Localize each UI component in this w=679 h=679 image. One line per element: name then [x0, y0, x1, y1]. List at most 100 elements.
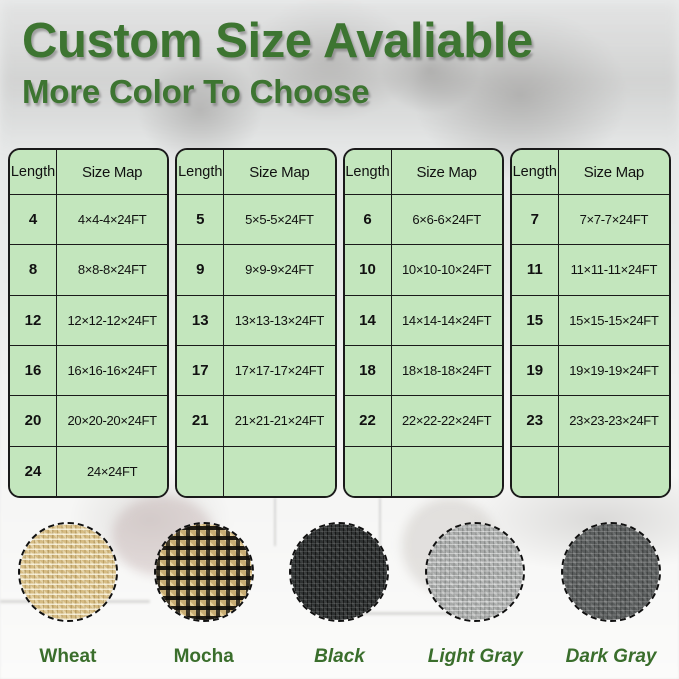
color-label-slot: Mocha: [136, 640, 272, 674]
page-subtitle: More Color To Choose: [22, 73, 370, 111]
table-row: [177, 446, 335, 496]
fabric-swatch-circle[interactable]: [17, 522, 118, 622]
fabric-swatch-circle[interactable]: [425, 522, 526, 622]
table-row: 21 21×21-21×24FT: [177, 396, 335, 447]
column-header-size-map: Size Map: [558, 150, 669, 194]
table-header-row: Length Size Map: [344, 150, 502, 195]
table-row: 5 5×5-5×24FT: [177, 195, 335, 246]
cell-size-map: 15×15-15×24FT: [558, 295, 669, 345]
cell-length: 9: [177, 245, 225, 295]
color-swatch-item[interactable]: [136, 522, 272, 640]
column-header-length: Length: [511, 150, 559, 194]
color-swatch-group: [0, 522, 679, 640]
cell-length: 6: [344, 195, 392, 245]
column-header-size-map: Size Map: [224, 150, 335, 194]
cell-size-map: 7×7-7×24FT: [558, 195, 669, 245]
table-row: 14 14×14-14×24FT: [344, 295, 502, 346]
table-row: 15 15×15-15×24FT: [511, 295, 669, 346]
color-swatch-item[interactable]: [543, 522, 679, 640]
color-label-slot: Wheat: [0, 640, 136, 674]
cell-size-map: [391, 446, 502, 496]
cell-length: 4: [10, 195, 57, 245]
cell-size-map: 24×24FT: [57, 446, 168, 496]
table-row: 9 9×9-9×24FT: [177, 245, 335, 296]
fabric-swatch-circle[interactable]: [289, 522, 390, 622]
cell-size-map: [224, 446, 335, 496]
table-row: 20 20×20-20×24FT: [10, 396, 168, 447]
cell-length: 24: [10, 446, 57, 496]
cell-size-map: 5×5-5×24FT: [224, 195, 335, 245]
background-highlight-streak: [0, 0, 679, 150]
color-label: Black: [314, 646, 365, 667]
cell-length: 12: [10, 295, 57, 345]
color-label: Light Gray: [427, 646, 523, 667]
color-label: Mocha: [173, 646, 234, 667]
page-title: Custom Size Avaliable: [22, 14, 533, 68]
cell-size-map: 6×6-6×24FT: [391, 195, 502, 245]
table-row: 16 16×16-16×24FT: [10, 345, 168, 397]
cell-size-map: 4×4-4×24FT: [57, 195, 168, 245]
size-table: Length Size Map 6 6×6-6×24FT 10 10×10-10×24FT…: [342, 148, 504, 498]
cell-length: 11: [511, 245, 559, 295]
table-header-row: Length Size Map: [10, 150, 168, 195]
table-row: 4 4×4-4×24FT: [10, 195, 168, 246]
cell-size-map: 20×20-20×24FT: [57, 396, 168, 446]
table-row: 18 18×18-18×24FT: [344, 345, 502, 397]
cell-size-map: 13×13-13×24FT: [224, 295, 335, 345]
cell-length: 8: [10, 245, 57, 295]
table-row: 23 23×23-23×24FT: [511, 396, 669, 447]
size-table: Length Size Map 5 5×5-5×24FT 9 9×9-9×24FT 13 13…: [175, 148, 337, 498]
table-row: 24 24×24FT: [10, 446, 168, 496]
dense-weave-swatch: [427, 524, 524, 620]
color-swatch-item[interactable]: [407, 522, 543, 640]
cell-size-map: 19×19-19×24FT: [558, 345, 669, 396]
table-row: 13 13×13-13×24FT: [177, 295, 335, 346]
cell-length: 13: [177, 295, 225, 345]
background-vertical-line: [274, 498, 276, 546]
cell-size-map: 21×21-21×24FT: [224, 396, 335, 446]
table-row: [511, 446, 669, 496]
cell-size-map: 12×12-12×24FT: [57, 295, 168, 345]
cell-length: [511, 446, 559, 496]
color-label-slot: Light Gray: [407, 640, 543, 674]
table-header-row: Length Size Map: [177, 150, 335, 195]
color-label: Dark Gray: [565, 646, 657, 667]
dense-weave-swatch: [563, 524, 660, 620]
cell-length: 16: [10, 345, 57, 396]
fabric-swatch-circle[interactable]: [153, 522, 254, 622]
cell-size-map: [558, 446, 669, 496]
heading-block: Custom Size Avaliable More Color To Choo…: [22, 14, 679, 111]
cell-size-map: 8×8-8×24FT: [57, 245, 168, 295]
color-swatch-item[interactable]: [272, 522, 408, 640]
cell-size-map: 23×23-23×24FT: [558, 396, 669, 446]
size-table: Length Size Map 4 4×4-4×24FT 8 8×8-8×24FT 12 12…: [8, 148, 170, 498]
cell-length: 19: [511, 345, 559, 396]
table-row: 10 10×10-10×24FT: [344, 245, 502, 296]
cell-length: 22: [344, 396, 392, 446]
column-header-length: Length: [10, 150, 57, 194]
fabric-swatch-circle[interactable]: [561, 522, 662, 622]
table-row: 19 19×19-19×24FT: [511, 345, 669, 397]
size-tables-group: Length Size Map 4 4×4-4×24FT 8 8×8-8×24FT 12 12…: [8, 148, 671, 498]
table-row: 6 6×6-6×24FT: [344, 195, 502, 246]
knit-mesh-swatch: [19, 524, 116, 620]
color-label-slot: Dark Gray: [543, 640, 679, 674]
color-label-slot: Black: [272, 640, 408, 674]
table-row: 22 22×22-22×24FT: [344, 396, 502, 447]
column-header-size-map: Size Map: [57, 150, 168, 194]
table-header-row: Length Size Map: [511, 150, 669, 195]
color-swatch-item[interactable]: [0, 522, 136, 640]
column-header-size-map: Size Map: [391, 150, 502, 194]
cell-length: 10: [344, 245, 392, 295]
cell-size-map: 9×9-9×24FT: [224, 245, 335, 295]
cell-length: 20: [10, 396, 57, 446]
cell-size-map: 11×11-11×24FT: [558, 245, 669, 295]
cell-length: [177, 446, 225, 496]
cell-length: 15: [511, 295, 559, 345]
cell-length: [344, 446, 392, 496]
table-row: 12 12×12-12×24FT: [10, 295, 168, 346]
table-row: 17 17×17-17×24FT: [177, 345, 335, 397]
color-label-group: Wheat Mocha Black Light Gray Dark Gray: [0, 640, 679, 674]
cell-length: 21: [177, 396, 225, 446]
